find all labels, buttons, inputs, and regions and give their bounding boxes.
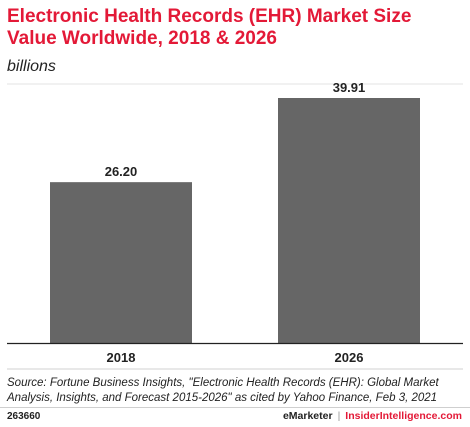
emarketer-logo-text: eMarketer: [282, 410, 333, 422]
bar-2026: [278, 98, 420, 343]
chart-subtitle: billions: [7, 58, 56, 75]
data-label-2026: 39.91: [333, 80, 366, 95]
x-tick-label-2026: 2026: [335, 350, 364, 365]
source-note: Source: Fortune Business Insights, "Elec…: [7, 377, 439, 404]
x-tick-label-2018: 2018: [107, 350, 136, 365]
brand-separator: |: [337, 410, 341, 422]
bar-chart: 26.20 2018 39.91 2026: [7, 80, 463, 370]
chart-title: Electronic Health Records (EHR) Market S…: [7, 6, 412, 49]
chart-id: 263660: [7, 411, 41, 422]
data-label-2018: 26.20: [105, 164, 138, 179]
footer-divider: [0, 407, 470, 408]
bar-2018: [50, 182, 192, 343]
footer-brand: eMarketer | InsiderIntelligence.com: [283, 410, 462, 422]
insider-intelligence-link[interactable]: InsiderIntelligence.com: [345, 410, 462, 422]
